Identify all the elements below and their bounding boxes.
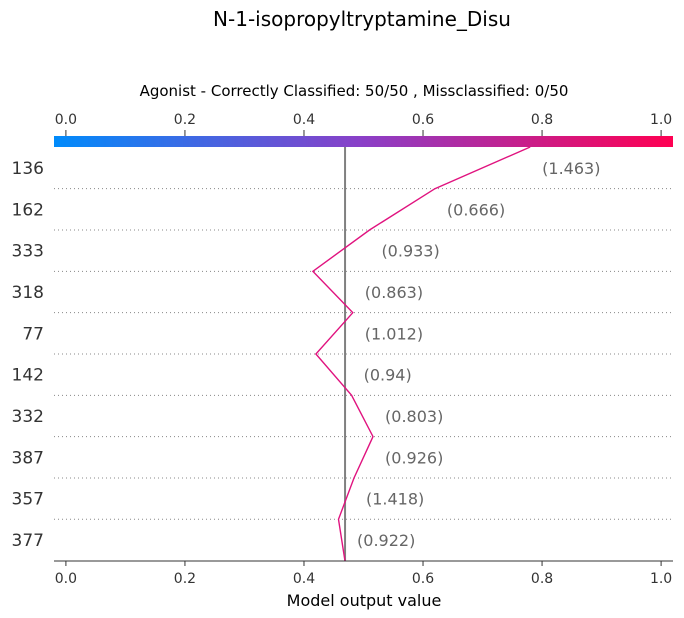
feature-value-label: (0.922)	[357, 531, 415, 550]
bottom-axis: 0.0 0.2 0.4 0.6 0.8 1.0	[55, 561, 672, 587]
feature-value-label: (1.463)	[542, 159, 600, 178]
decision-path	[311, 146, 531, 562]
feature-value-label: (0.803)	[385, 407, 443, 426]
feature-label: 387	[12, 448, 44, 468]
top-tick-label: 0.6	[412, 112, 434, 128]
feature-label: 357	[12, 490, 44, 510]
feature-value-label: (0.94)	[364, 366, 412, 385]
feature-value-label: (0.933)	[381, 242, 439, 261]
x-axis-label: Model output value	[287, 591, 442, 610]
top-tick-label: 0.4	[293, 112, 315, 128]
top-tick-label: 0.2	[174, 112, 196, 128]
top-tick-label: 0.8	[531, 112, 553, 128]
feature-label: 142	[12, 366, 44, 386]
bottom-tick-label: 0.8	[531, 571, 553, 587]
colorbar	[54, 136, 673, 147]
top-axis: 0.0 0.2 0.4 0.6 0.8 1.0	[55, 112, 672, 136]
top-tick-label: 1.0	[650, 112, 672, 128]
feature-label: 318	[12, 283, 44, 303]
bottom-tick-label: 1.0	[650, 571, 672, 587]
chart-title: N-1-isopropyltryptamine_Disu	[213, 7, 511, 31]
feature-value-labels: (1.463) (0.666) (0.933) (0.863) (1.012) (0.94…	[357, 159, 600, 550]
top-tick-label: 0.0	[55, 112, 77, 128]
feature-labels: 136 162 333 318 77 142 332 387 357 377	[12, 159, 44, 551]
bottom-tick-label: 0.4	[293, 571, 315, 587]
bottom-tick-label: 0.0	[55, 571, 77, 587]
bottom-tick-label: 0.6	[412, 571, 434, 587]
feature-label: 162	[12, 200, 44, 220]
feature-label: 136	[12, 159, 44, 179]
feature-value-label: (0.863)	[365, 283, 423, 302]
row-gridlines	[54, 188, 673, 520]
feature-label: 377	[12, 531, 44, 551]
bottom-tick-label: 0.2	[174, 571, 196, 587]
chart-subtitle: Agonist - Correctly Classified: 50/50 , …	[140, 82, 569, 100]
feature-label: 77	[22, 324, 44, 344]
feature-label: 332	[12, 407, 44, 427]
feature-value-label: (0.926)	[385, 448, 443, 467]
feature-value-label: (0.666)	[447, 200, 505, 219]
feature-label: 333	[12, 242, 44, 262]
feature-value-label: (1.012)	[365, 324, 423, 343]
feature-value-label: (1.418)	[366, 490, 424, 509]
